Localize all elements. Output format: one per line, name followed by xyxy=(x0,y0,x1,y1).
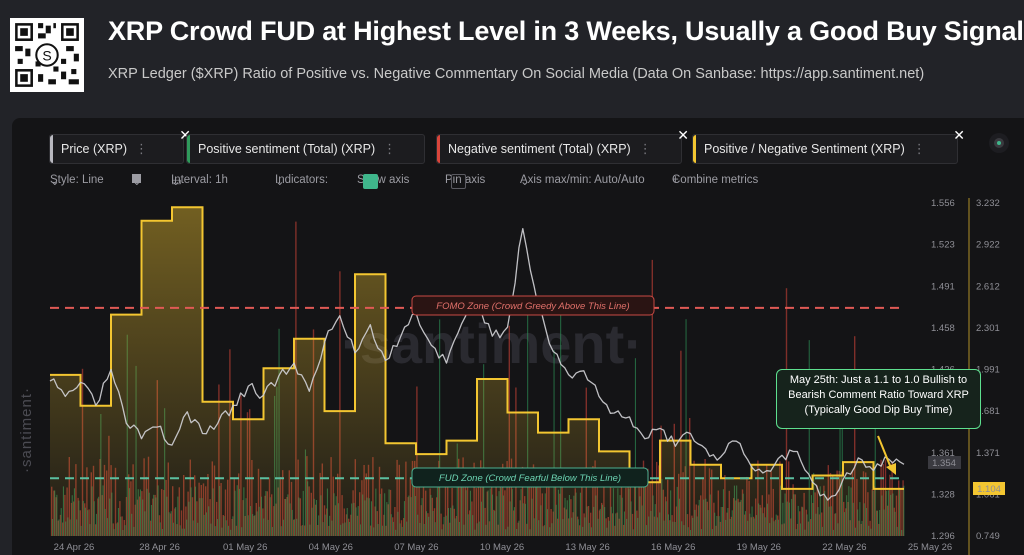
positive-sentiment-bar xyxy=(808,340,810,536)
metric-chip-price[interactable]: Price (XRP) ⋮ ✕ xyxy=(49,127,191,164)
metric-color-bar xyxy=(437,135,440,163)
metric-label: Price (XRP) xyxy=(61,142,127,156)
fud-zone-label: FUD Zone (Crowd Fearful Below This Line) xyxy=(439,473,621,484)
santiment-watermark: ·santiment· xyxy=(18,386,35,473)
header: S XRP Crowd FUD at Highest Level in 3 We… xyxy=(0,0,1024,110)
live-status-icon[interactable] xyxy=(994,138,1004,148)
more-options-icon[interactable]: ⋮ xyxy=(638,141,652,156)
ratio-line xyxy=(50,206,904,490)
axis-minmax-label: Axis max/min: Auto/Auto xyxy=(520,174,645,186)
fomo-zone-label: FOMO Zone (Crowd Greedy Above This Line) xyxy=(436,301,629,312)
color-select[interactable]: ⌄ xyxy=(132,174,142,188)
ratio-tick-label: 0.749 xyxy=(976,531,1000,542)
interval-select[interactable]: ▭ Interval: 1h ⌄ xyxy=(171,174,228,188)
ratio-tick-label: 2.922 xyxy=(976,240,1000,251)
callout-line: (Typically Good Dip Buy Time) xyxy=(804,404,953,416)
interval-label: Interval: 1h xyxy=(171,174,228,186)
date-tick-label: 19 May 26 xyxy=(737,542,781,553)
page-title: XRP Crowd FUD at Highest Level in 3 Week… xyxy=(108,16,1024,46)
ratio-tick-label: 1.371 xyxy=(976,448,1000,459)
positive-sentiment-bar xyxy=(685,319,687,536)
negative-sentiment-bar xyxy=(339,271,341,536)
callout-line: May 25th: Just a 1.1 to 1.0 Bullish to xyxy=(789,374,968,386)
combine-label: Combine metrics xyxy=(672,174,759,186)
metric-label: Positive sentiment (Total) (XRP) xyxy=(198,142,376,156)
close-icon[interactable]: ✕ xyxy=(953,127,965,143)
negative-sentiment-bar xyxy=(854,336,856,536)
metric-chip-ratio[interactable]: Positive / Negative Sentiment (XRP) ⋮ ✕ xyxy=(692,127,965,164)
style-select[interactable]: Style: Line ⌄ xyxy=(50,174,104,188)
ratio-tick-label: 2.612 xyxy=(976,281,1000,292)
date-tick-label: 04 May 26 xyxy=(309,542,353,553)
date-tick-label: 24 Apr 26 xyxy=(54,542,95,553)
chart-toolbar: Style: Line ⌄ ⌄ ▭ Interval: 1h ⌄ Indicat… xyxy=(50,174,1024,190)
ratio-series xyxy=(50,206,904,537)
ratio-tick-label: 3.232 xyxy=(976,198,1000,209)
positive-sentiment-bar xyxy=(874,407,876,536)
date-tick-label: 01 May 26 xyxy=(223,542,267,553)
close-icon[interactable]: ✕ xyxy=(179,127,191,143)
metric-label: Negative sentiment (Total) (XRP) xyxy=(448,142,631,156)
indicators-select[interactable]: Indicators: ⌄ xyxy=(275,174,329,188)
callout-arrow-line xyxy=(877,435,892,469)
ratio-tick-label: 1.681 xyxy=(976,406,1000,417)
fud-zone-tag: FUD Zone (Crowd Fearful Below This Line) xyxy=(411,467,649,488)
positive-sentiment-bar xyxy=(439,319,441,536)
positive-sentiment-bar xyxy=(839,393,841,536)
close-icon[interactable]: ✕ xyxy=(677,127,689,143)
more-options-icon[interactable]: ⋮ xyxy=(383,141,397,156)
metric-chip-negative[interactable]: Negative sentiment (Total) (XRP) ⋮ ✕ xyxy=(436,127,689,164)
chart-svg: ·santiment· FOMO Zone (Crowd Greedy Abov… xyxy=(49,198,1005,555)
negative-sentiment-bar xyxy=(651,259,653,536)
positive-sentiment-bar xyxy=(560,315,562,536)
metric-color-bar xyxy=(50,135,53,163)
qr-code-logo: S xyxy=(10,18,84,92)
price-tick-label: 1.328 xyxy=(931,489,955,500)
price-tick-label: 1.556 xyxy=(931,198,955,209)
indicators-label: Indicators: xyxy=(275,174,329,186)
color-swatch-icon xyxy=(132,174,141,183)
fomo-zone-tag: FOMO Zone (Crowd Greedy Above This Line) xyxy=(411,295,655,316)
annotation-callout: May 25th: Just a 1.1 to 1.0 Bullish to B… xyxy=(776,369,981,429)
ratio-current-value: 1.104 xyxy=(977,484,1001,495)
price-tick-label: 1.491 xyxy=(931,281,955,292)
plus-icon: + xyxy=(672,174,679,186)
price-tick-label: 1.523 xyxy=(931,240,955,251)
chart-panel: Price (XRP) ⋮ ✕ Positive sentiment (Tota… xyxy=(12,118,1024,555)
price-tick-label: 1.458 xyxy=(931,323,955,334)
axis-minmax-select[interactable]: Axis max/min: Auto/Auto ⌄ xyxy=(520,174,645,188)
date-tick-label: 22 May 26 xyxy=(822,542,866,553)
date-tick-label: 07 May 26 xyxy=(394,542,438,553)
date-tick-label: 16 May 26 xyxy=(651,542,695,553)
price-current-tag: 1.354 xyxy=(928,456,961,469)
checkbox-icon[interactable] xyxy=(451,174,466,189)
svg-text:S: S xyxy=(42,47,51,63)
price-tick-label: 1.361 xyxy=(931,448,955,459)
qr-code-icon: S xyxy=(10,18,84,92)
ratio-tick-label: 1.991 xyxy=(976,365,1000,376)
positive-sentiment-bar xyxy=(634,358,636,536)
watermark-text: ·santiment· xyxy=(341,312,643,375)
ratio-current-tag: 1.104 xyxy=(973,482,1005,495)
date-tick-label: 13 May 26 xyxy=(565,542,609,553)
checkbox-checked-icon[interactable] xyxy=(363,174,378,189)
metric-color-bar xyxy=(187,135,190,163)
callout-line: Bearish Comment Ratio Toward XRP xyxy=(788,389,969,401)
date-tick-label: 10 May 26 xyxy=(480,542,524,553)
callout-arrow-head xyxy=(886,463,896,475)
ratio-tick-label: 2.301 xyxy=(976,323,1000,334)
metric-color-bar xyxy=(693,135,696,163)
price-current-value: 1.354 xyxy=(932,458,956,469)
date-tick-label: 25 May 26 xyxy=(908,542,952,553)
price-tick-label: 1.296 xyxy=(931,531,955,542)
date-axis: 24 Apr 26 28 Apr 26 01 May 26 04 May 26 07 M… xyxy=(54,542,953,553)
style-label: Style: Line xyxy=(50,174,104,186)
more-options-icon[interactable]: ⋮ xyxy=(134,141,148,156)
date-tick-label: 28 Apr 26 xyxy=(139,542,180,553)
metric-chip-positive[interactable]: Positive sentiment (Total) (XRP) ⋮ xyxy=(186,134,425,164)
page-subtitle: XRP Ledger ($XRP) Ratio of Positive vs. … xyxy=(108,66,925,82)
metric-label: Positive / Negative Sentiment (XRP) xyxy=(704,142,905,156)
calendar-icon: ▭ xyxy=(171,176,182,188)
more-options-icon[interactable]: ⋮ xyxy=(912,141,926,156)
